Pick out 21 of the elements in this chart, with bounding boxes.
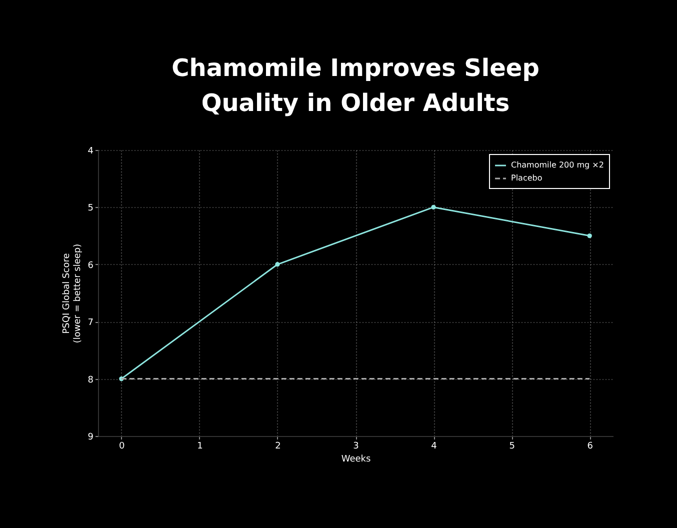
point <box>431 204 436 210</box>
chart-title: Chamomile Improves Sleep Quality in Older Adults <box>172 54 540 117</box>
y-tick-label: 7 <box>88 318 94 328</box>
x-tick-label: 2 <box>275 442 281 452</box>
x-axis-title: Weeks <box>341 454 371 464</box>
x-tick-label: 6 <box>587 442 594 452</box>
y-tick-label: 6 <box>88 260 94 271</box>
point <box>587 233 592 238</box>
x-tick-label: 5 <box>509 442 515 452</box>
legend-label: Placebo <box>511 174 542 182</box>
x-tick-label: 1 <box>197 442 203 452</box>
point <box>275 262 280 267</box>
y-axis-title: PSQI Global Score (lower = better sleep) <box>62 244 83 344</box>
y-tick-label: 9 <box>88 432 94 442</box>
x-tick-label: 0 <box>119 442 126 452</box>
x-tick-label: 3 <box>353 442 359 452</box>
y-tick-label: 4 <box>88 146 94 156</box>
x-tick-label: 4 <box>431 442 438 452</box>
y-tick-label: 5 <box>88 204 94 214</box>
y-tick-label: 8 <box>88 375 94 386</box>
legend-label: Chamomile 200 mg ×2 <box>511 160 604 170</box>
